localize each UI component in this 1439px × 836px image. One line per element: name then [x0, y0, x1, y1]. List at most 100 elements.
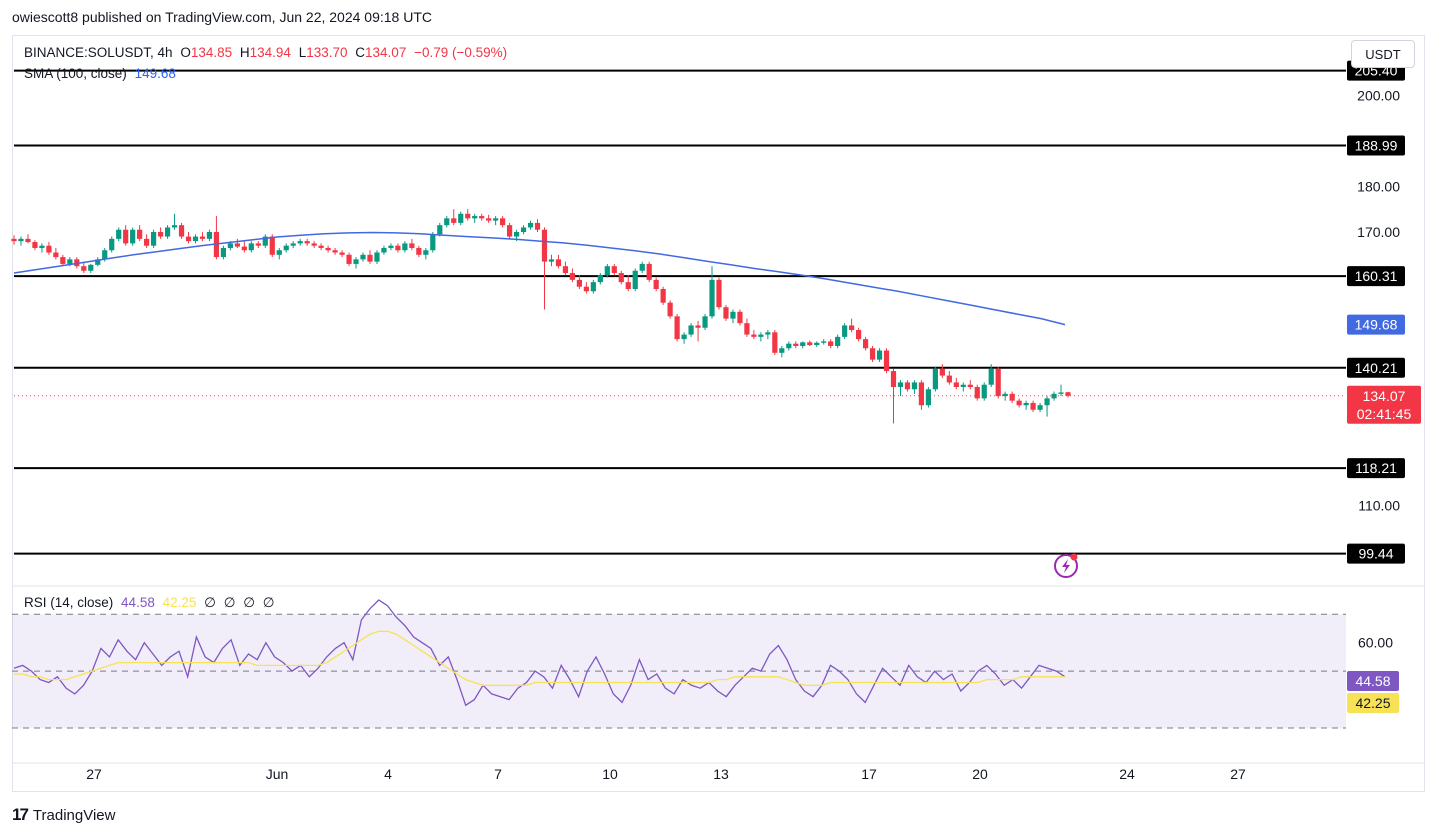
footer-brand[interactable]: 17 TradingView [12, 805, 115, 825]
countdown-label: 02:41:45 [1357, 406, 1412, 422]
candle-body-26 [192, 236, 199, 242]
candle-body-86 [611, 266, 617, 274]
candle-body-54 [388, 245, 394, 248]
candle-body-144 [1016, 400, 1022, 406]
candle-body-87 [618, 273, 624, 283]
candle-body-88 [625, 282, 631, 289]
price-tick-3: 110.00 [1358, 498, 1400, 514]
candle-body-43 [311, 243, 317, 246]
candle-body-49 [353, 259, 359, 264]
candle-body-84 [597, 275, 603, 283]
candle-body-61 [437, 225, 443, 235]
open-label: O [180, 45, 191, 60]
time-tick-9: 27 [1230, 766, 1246, 782]
candle-body-69 [493, 218, 499, 221]
candle-body-95 [674, 316, 680, 340]
candle-body-150 [1058, 392, 1064, 394]
candle-body-16 [123, 229, 129, 244]
candle-body-46 [332, 250, 338, 253]
candle-body-83 [590, 282, 596, 292]
candle-body-42 [304, 241, 310, 244]
level-label-bg-4 [1347, 458, 1405, 479]
candle-body-145 [1023, 402, 1029, 406]
candle-body-93 [660, 288, 666, 303]
high-value: 134.94 [249, 45, 291, 60]
publisher-line: owiescott8 published on TradingView.com,… [12, 9, 432, 25]
candle-body-30 [220, 247, 227, 258]
candle-body-80 [569, 273, 576, 280]
price-tick-1: 180.00 [1357, 178, 1400, 194]
rsi-extra-3: ∅ [243, 595, 255, 610]
candle-body-71 [506, 225, 513, 237]
candle-body-104 [737, 311, 743, 324]
currency-button[interactable]: USDT [1351, 40, 1415, 68]
candle-body-44 [318, 245, 324, 248]
candle-body-51 [367, 254, 373, 262]
candle-body-92 [653, 279, 659, 289]
rsi-ma-value: 42.25 [162, 595, 197, 610]
candle-body-52 [374, 252, 380, 262]
candle-body-12 [95, 259, 101, 265]
low-label: L [298, 45, 307, 60]
rsi-extra-4: ∅ [262, 595, 275, 610]
candle-body-122 [862, 339, 869, 349]
candle-body-56 [402, 243, 408, 251]
level-label-2: 160.31 [1355, 268, 1398, 284]
open-value: 134.85 [190, 45, 233, 60]
candle-body-50 [360, 254, 366, 260]
candle-body-117 [828, 341, 834, 346]
candle-body-105 [744, 323, 750, 335]
sma-value: 149.68 [134, 66, 176, 81]
candle-body-98 [695, 325, 701, 328]
time-tick-0: 27 [86, 766, 102, 782]
candle-body-65 [465, 213, 471, 219]
lightning-bolt-icon [1062, 559, 1070, 573]
chart-frame [12, 35, 1425, 792]
time-tick-1: Jun [266, 766, 289, 782]
sma-price-label: 149.68 [1355, 317, 1398, 333]
candle-body-66 [472, 216, 478, 219]
candle-body-131 [925, 389, 931, 406]
candle-body-135 [953, 382, 959, 387]
candle-body-148 [1044, 398, 1050, 406]
level-label-bg-5 [1347, 543, 1405, 564]
symbol-legend: BINANCE:SOLUSDT, 4h O134.85 H134.94 L133… [24, 45, 511, 60]
candle-body-13 [102, 250, 108, 260]
candle-body-78 [555, 259, 562, 267]
candle-body-91 [646, 263, 652, 280]
candle-body-100 [709, 279, 715, 317]
candle-body-5 [46, 245, 52, 253]
level-label-bg-3 [1347, 357, 1405, 378]
candle-body-28 [206, 232, 213, 239]
candle-body-39 [283, 245, 289, 251]
candle-body-89 [632, 270, 638, 289]
candle-body-119 [842, 325, 848, 337]
candle-body-25 [185, 236, 192, 242]
candle-body-141 [995, 368, 1001, 397]
level-label-bg-2 [1347, 266, 1405, 287]
candle-body-139 [981, 384, 987, 399]
candle-body-110 [779, 348, 785, 353]
candle-body-116 [821, 341, 827, 343]
time-tick-4: 10 [602, 766, 618, 782]
sma-label-bg [1347, 314, 1405, 335]
candle-body-8 [67, 259, 73, 264]
candle-body-14 [109, 238, 115, 251]
candle-body-6 [53, 252, 59, 258]
candle-body-53 [381, 247, 387, 253]
rsi-extra-2: ∅ [223, 595, 236, 610]
candle-body-115 [814, 342, 820, 346]
candle-body-137 [967, 384, 973, 387]
candle-body-142 [1002, 393, 1008, 397]
candle-body-109 [772, 332, 778, 353]
candle-body-70 [500, 218, 506, 226]
candle-body-121 [855, 330, 862, 340]
candle-body-113 [800, 342, 806, 346]
high-label: H [239, 45, 250, 60]
candle-body-48 [346, 254, 352, 264]
candle-body-59 [423, 250, 429, 255]
time-tick-2: 4 [384, 766, 392, 782]
level-label-1: 188.99 [1355, 137, 1398, 153]
low-value: 133.70 [306, 45, 348, 60]
